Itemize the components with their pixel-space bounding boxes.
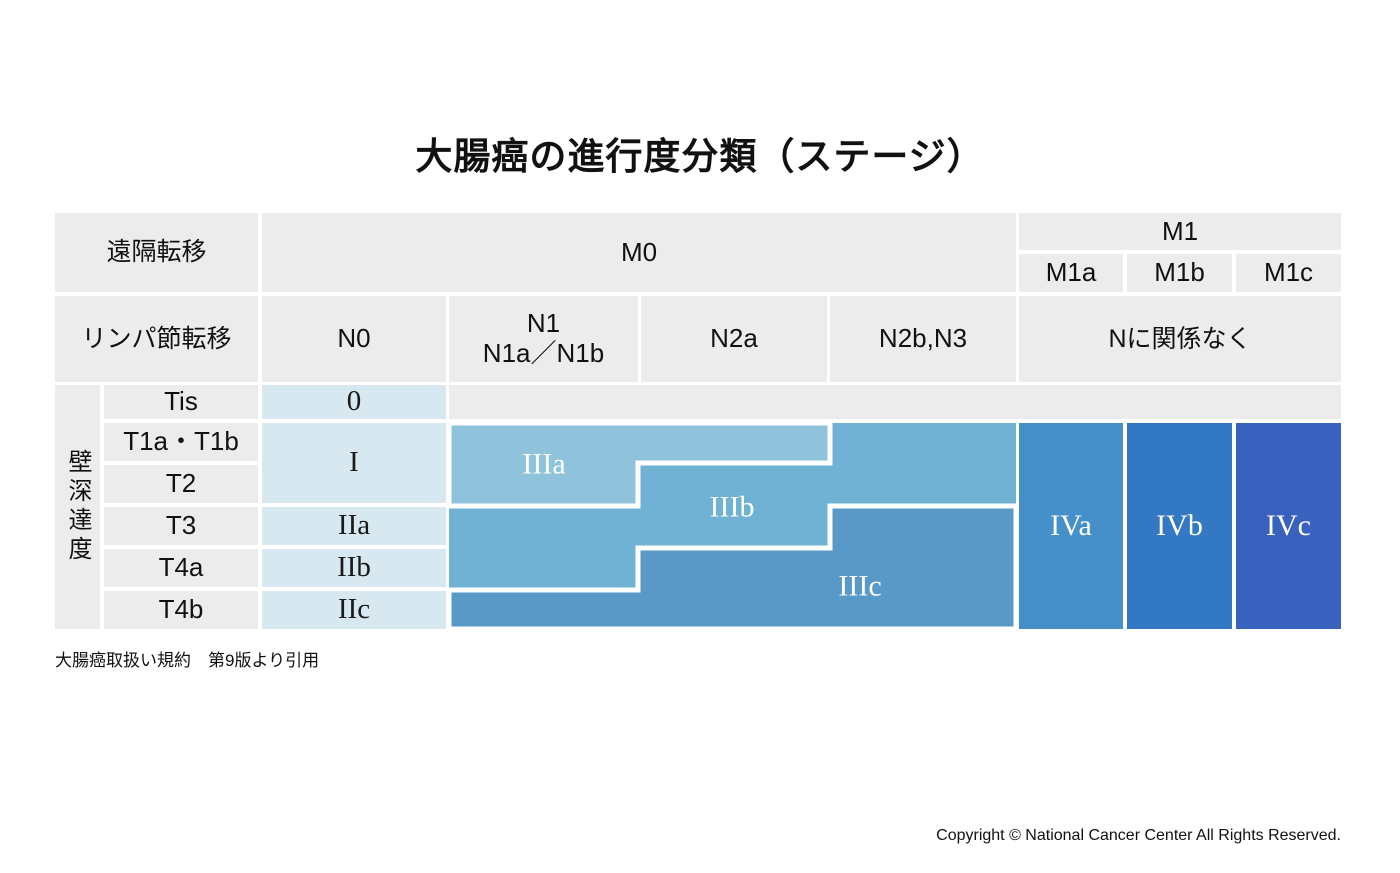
stage-cell-0: 0 [262, 385, 446, 419]
header-distant-metastasis: 遠隔転移 [55, 213, 258, 292]
header-n0: N0 [262, 296, 446, 382]
row-label-t2: T2 [104, 465, 258, 503]
stage-label-3a: IIIa [522, 448, 565, 481]
source-note: 大腸癌取扱い規約 第9版より引用 [55, 651, 320, 670]
stage-cell-2c: IIc [262, 591, 446, 629]
header-n2b-n3: N2b,N3 [830, 296, 1016, 382]
row-label-t4b: T4b [104, 591, 258, 629]
row-label-tis: Tis [104, 385, 258, 419]
tis-empty-band [449, 385, 1341, 419]
stage-region-3c [449, 503, 1016, 629]
row-label-t3: T3 [104, 507, 258, 545]
header-n1-line2: N1a／N1b [482, 338, 605, 368]
copyright: Copyright © National Cancer Center All R… [936, 827, 1341, 844]
header-m1: M1 [1019, 213, 1341, 250]
header-lymph-node-metastasis: リンパ節転移 [55, 296, 258, 382]
header-m1b: M1b [1127, 254, 1232, 292]
header-m0: M0 [262, 213, 1016, 292]
stage-cell-2b: IIb [262, 549, 446, 587]
stage-3-staircase: IIIa IIIb IIIc [449, 423, 1016, 629]
header-n1-line1: N1 [526, 308, 561, 339]
stage-region-3b [449, 423, 1016, 590]
header-n1: N1 N1a／N1b [449, 296, 638, 382]
stage-label-3b: IIIb [710, 491, 755, 524]
stage-region-3a [449, 423, 833, 509]
stage-cell-1: I [262, 423, 446, 503]
header-m1a: M1a [1019, 254, 1123, 292]
stage-region-4c: IVc [1236, 423, 1341, 629]
header-n-regardless: Nに関係なく [1019, 296, 1341, 382]
stage-label-3c: IIIc [838, 570, 881, 603]
header-n2a: N2a [641, 296, 827, 382]
stage-region-4a: IVa [1019, 423, 1123, 629]
row-label-t1a-t1b: T1a・T1b [104, 423, 258, 461]
header-m1c: M1c [1236, 254, 1341, 292]
row-label-t4a: T4a [104, 549, 258, 587]
depth-axis-label: 壁深達度 [55, 385, 100, 629]
page-title: 大腸癌の進行度分類（ステージ） [415, 136, 985, 177]
stage-region-4b: IVb [1127, 423, 1232, 629]
stage-cell-2a: IIa [262, 507, 446, 545]
